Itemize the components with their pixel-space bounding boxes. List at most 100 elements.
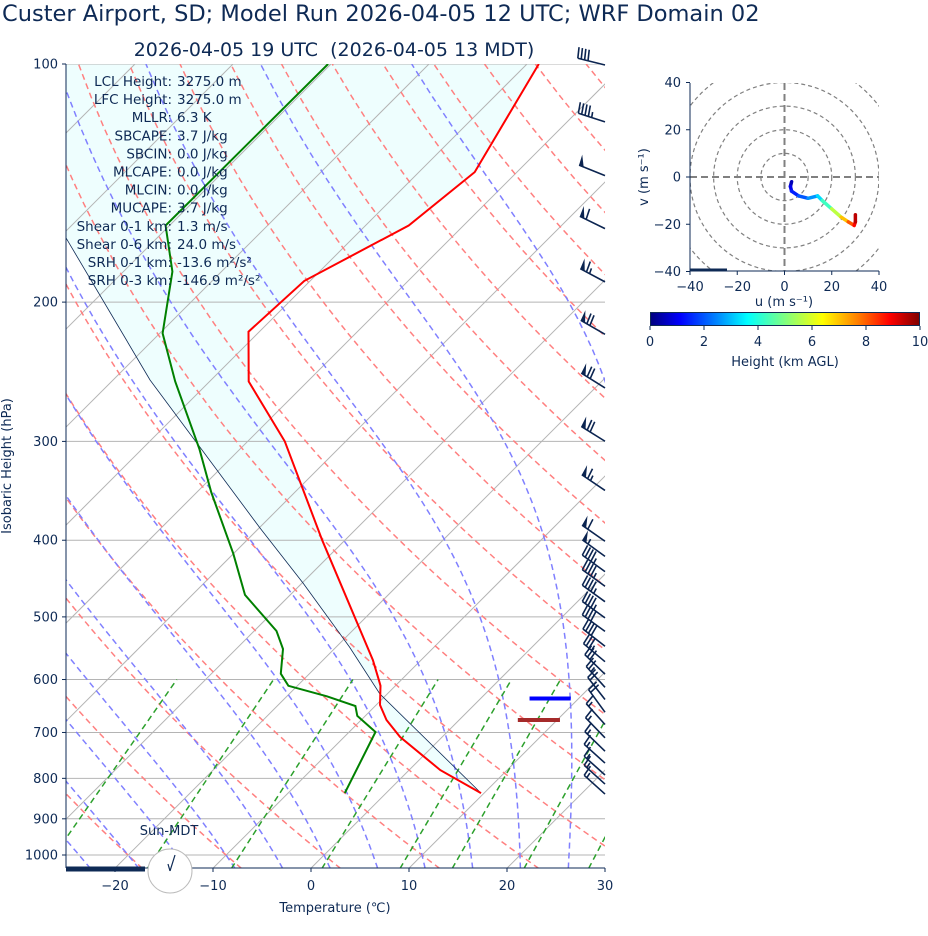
height-colorbar	[650, 312, 920, 326]
barb-full	[586, 313, 592, 325]
barb-full	[582, 618, 590, 630]
x-tick-label: 20	[499, 879, 516, 894]
barb-half	[590, 666, 596, 673]
stat-label: SBCAPE:	[115, 128, 172, 144]
colorbar-tick-label: 2	[700, 335, 708, 350]
colorbar-label: Height (km AGL)	[731, 355, 839, 370]
barb-full	[589, 314, 595, 326]
wind-barb	[581, 604, 606, 633]
mixing-ratio-line	[230, 679, 354, 868]
hodograph-x-tick-label: −40	[676, 280, 703, 295]
hodograph-x-tick-label: 20	[823, 280, 840, 295]
barb-full	[590, 565, 597, 577]
dry-adiabat	[483, 64, 605, 214]
isotherm	[310, 573, 605, 868]
barb-staff	[584, 717, 606, 739]
wind-barb	[579, 205, 606, 230]
barb-flag	[581, 363, 587, 376]
wind-barb	[583, 755, 606, 785]
wind-barb	[583, 734, 606, 764]
barb-flag	[581, 416, 587, 430]
isotherm	[506, 769, 605, 868]
moist-adiabat	[762, 64, 928, 869]
wind-barb	[581, 465, 606, 492]
barb-half	[586, 741, 591, 748]
barb-full	[590, 625, 598, 636]
stat-value: 0.0 J/kg	[177, 165, 228, 181]
barb-staff	[587, 689, 606, 713]
barb-staff	[582, 628, 606, 647]
isotherm	[66, 279, 605, 820]
hodograph-y-tick-label: 20	[664, 123, 681, 138]
y-tick-label: 100	[33, 58, 58, 73]
barb-full	[587, 660, 597, 670]
isotherm	[212, 475, 605, 868]
wind-barb	[587, 668, 606, 700]
skewt-axes: 100 200 300 400 500 600 700 800 900 1000 −20 −10 0 10…	[0, 58, 613, 917]
barb-full	[586, 366, 593, 378]
mixing-ratio-line	[321, 679, 439, 868]
isotherm	[66, 181, 605, 722]
dry-adiabat	[77, 64, 605, 716]
barb-flag	[579, 205, 585, 219]
barb-full	[583, 755, 592, 766]
mixing-ratio-line	[399, 679, 513, 868]
stat-label: SRH 0-3 km:	[88, 273, 172, 289]
barb-full	[587, 549, 594, 560]
barb-full	[587, 518, 594, 530]
moist-adiabat	[66, 718, 188, 868]
barb-full	[583, 734, 592, 745]
barb-full	[577, 47, 580, 59]
stat-label: MLLR:	[132, 110, 172, 126]
isotherm	[66, 64, 528, 526]
barb-staff	[584, 731, 606, 752]
barb-full	[587, 49, 591, 61]
barb-full	[589, 421, 596, 433]
moist-adiabat	[66, 87, 474, 868]
dry-adiabat	[66, 695, 243, 868]
isotherm	[66, 83, 605, 624]
dry-adiabat	[230, 64, 605, 524]
barb-full	[590, 684, 600, 693]
barb-full	[581, 545, 589, 556]
barb-full	[589, 650, 598, 661]
wind-barb	[585, 657, 606, 688]
hodograph-y-label: v (m s⁻¹)	[637, 148, 652, 206]
wind-barb	[584, 708, 606, 739]
barb-half	[587, 715, 593, 721]
barb-full	[585, 621, 592, 632]
barb-flag	[582, 530, 589, 543]
barb-full	[586, 468, 594, 480]
dry-adiabat	[331, 64, 605, 400]
dry-adiabat	[534, 64, 605, 152]
barb-full	[590, 597, 597, 608]
x-tick-label: −20	[101, 879, 128, 894]
barb-full	[587, 563, 594, 575]
moist-adiabat	[713, 64, 839, 869]
barb-full	[587, 623, 595, 634]
barb-full	[584, 104, 588, 116]
wind-barb	[587, 681, 606, 713]
stat-value: 1.3 m/s	[177, 219, 228, 235]
barb-flag	[580, 258, 585, 272]
barb-full	[581, 604, 589, 616]
wind-barb	[581, 545, 606, 573]
barb-full	[577, 102, 582, 114]
moist-adiabat	[145, 64, 522, 868]
barb-full	[584, 606, 592, 618]
barb-full	[587, 595, 594, 606]
moist-adiabat	[66, 578, 284, 868]
x-tick-label: 10	[401, 879, 418, 894]
wind-barb	[580, 363, 606, 389]
barb-full	[581, 591, 589, 602]
wind-barbs	[577, 47, 606, 795]
barb-full	[584, 708, 594, 719]
barb-half	[586, 772, 591, 779]
isotherm	[66, 64, 430, 428]
x-axis-label: Temperature (℃)	[278, 901, 390, 916]
mixing-ratio-line	[523, 719, 605, 868]
y-tick-label: 500	[33, 610, 58, 625]
dry-adiabat	[738, 64, 928, 869]
stat-label: Shear 0-1 km:	[77, 219, 172, 235]
